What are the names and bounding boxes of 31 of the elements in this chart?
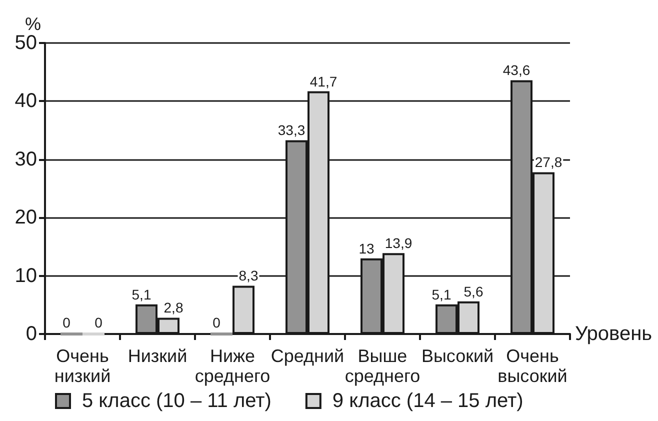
data-label: 5,6	[464, 283, 484, 300]
x-tick-label: Средний	[270, 346, 344, 366]
x-tick-label: Высокий	[421, 346, 494, 366]
legend-label: 9 класс (14 – 15 лет)	[332, 390, 524, 412]
data-label: 0	[94, 314, 103, 330]
y-axis-title: %	[24, 14, 41, 34]
data-label: 41,7	[310, 73, 338, 90]
data-label: 13,9	[384, 235, 412, 252]
x-axis-title: Уровень	[575, 323, 652, 345]
y-tick-label: 30	[14, 148, 37, 170]
data-label: 43,6	[502, 62, 530, 78]
y-tick-label: 0	[26, 323, 37, 345]
data-label: 27,8	[534, 154, 562, 170]
data-label: 5,1	[132, 286, 152, 302]
y-tick-label: 10	[14, 264, 37, 287]
y-tick-label: 20	[14, 206, 37, 229]
x-tick-label: Очень низкий	[54, 346, 111, 386]
x-tick-label: Ниже среднего	[194, 346, 270, 386]
y-tick-label: 40	[14, 90, 37, 112]
data-label: 5,1	[432, 286, 452, 302]
data-label: 13	[358, 240, 374, 256]
x-tick-label: Очень высокий	[498, 346, 568, 386]
data-label: 0	[62, 314, 71, 330]
data-label: 33,3	[278, 122, 306, 138]
data-label: 0	[212, 314, 221, 330]
legend-label: 5 класс (10 – 11 лет)	[82, 390, 272, 412]
y-tick-label: 50	[14, 32, 37, 54]
x-tick-label: Выше среднего	[344, 346, 420, 386]
x-tick-label: Низкий	[128, 346, 188, 366]
data-label: 8,3	[238, 268, 258, 284]
data-label: 2,8	[164, 300, 184, 316]
